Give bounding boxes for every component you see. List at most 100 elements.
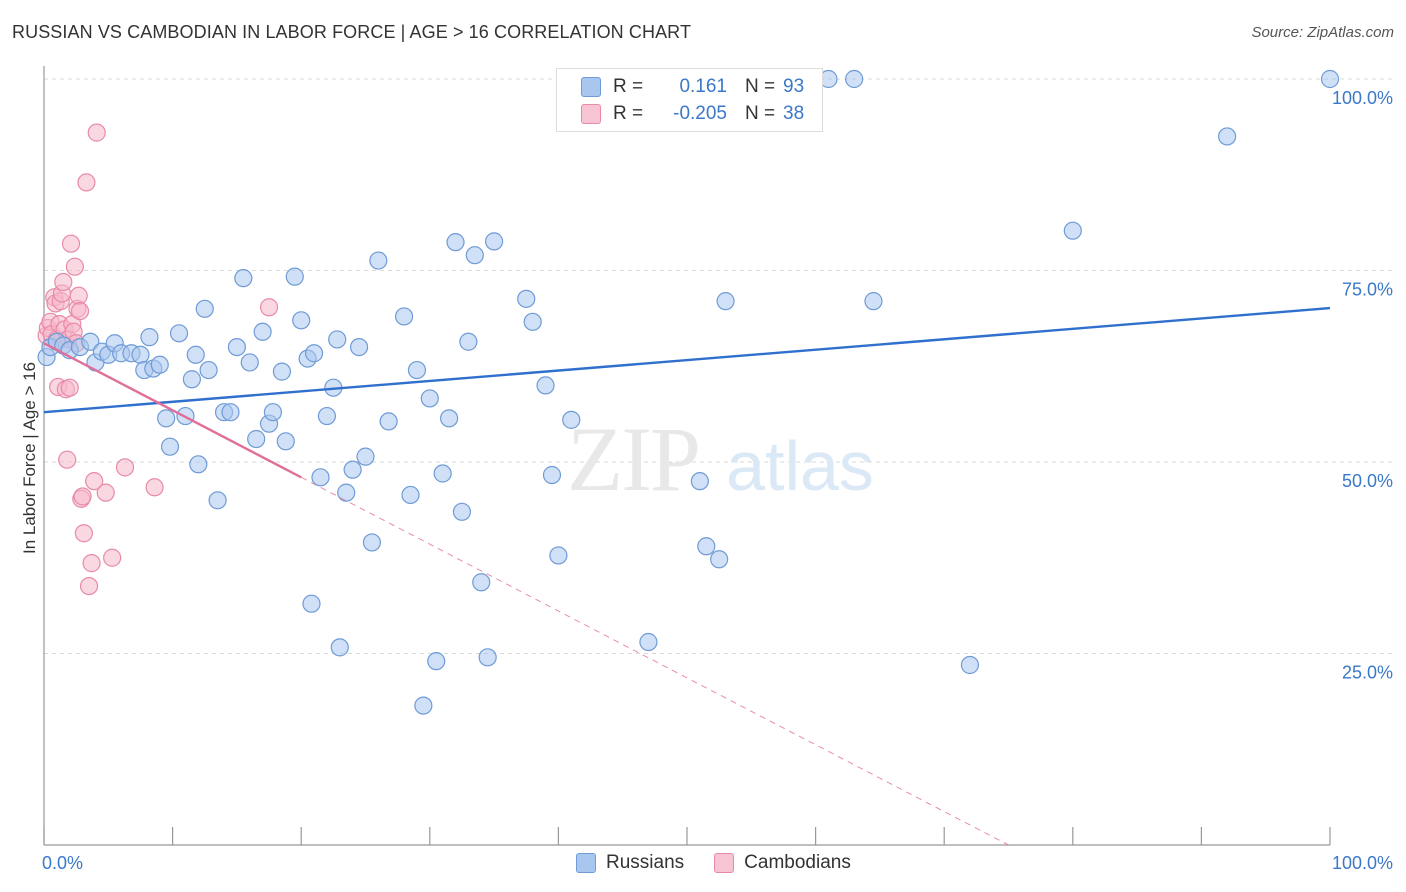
russian-point (189, 455, 208, 474)
cambodian-point (74, 524, 93, 543)
russian-point (446, 233, 465, 252)
russian-point (420, 389, 439, 408)
cambodian-point (60, 378, 79, 397)
y-tick-label: 25.0% (1342, 663, 1393, 683)
russian-point (485, 232, 504, 251)
cambodian-point (77, 173, 96, 192)
russian-point (208, 491, 227, 510)
russian-point (317, 406, 337, 426)
russian-point (697, 537, 716, 556)
source-credit: Source: ZipAtlas.com (1251, 24, 1394, 41)
russian-point (276, 432, 295, 451)
russian-point (292, 311, 311, 330)
russian-point (562, 410, 581, 429)
cambodian-point (58, 450, 77, 469)
russians-swatch (581, 77, 601, 97)
legend-label-russians: Russians (606, 852, 685, 873)
russian-point (427, 652, 446, 671)
russian-point (407, 360, 427, 380)
r-value: -0.205 (673, 103, 727, 124)
russian-point (81, 332, 100, 351)
cambodian-point (259, 298, 279, 317)
russian-point (199, 360, 218, 380)
y-tick-label: 100.0% (1332, 88, 1393, 108)
russian-point (343, 460, 362, 479)
cambodian-point (115, 458, 135, 477)
russian-point (140, 328, 159, 347)
russians-trendline (43, 306, 1331, 414)
watermark: ZIP atlas (567, 408, 874, 510)
russian-point (639, 632, 658, 652)
russian-point (369, 251, 388, 270)
russian-point (433, 464, 452, 483)
russian-point (195, 299, 214, 318)
cambodian-point (61, 234, 81, 253)
cambodian-point (73, 487, 92, 506)
russian-point (394, 307, 414, 326)
cambodian-point (87, 123, 106, 142)
series-legend: Russians Cambodians (576, 852, 881, 874)
russian-point (186, 345, 205, 364)
russian-point (182, 370, 201, 389)
axes (43, 66, 1331, 846)
russian-point (1063, 221, 1082, 240)
chart-title: RUSSIAN VS CAMBODIAN IN LABOR FORCE | AG… (12, 22, 692, 42)
cambodian-point (85, 472, 104, 491)
russian-point (227, 338, 246, 357)
russian-point (960, 655, 980, 675)
russian-point (478, 648, 497, 667)
r-label: R = (613, 103, 644, 124)
russian-point (349, 338, 369, 357)
russian-point (285, 267, 304, 286)
russian-point (263, 403, 283, 422)
russian-point (150, 355, 169, 374)
russian-point (234, 269, 253, 288)
cambodian-point (79, 576, 99, 596)
russian-point (362, 533, 382, 552)
russian-point (845, 69, 864, 89)
cambodian-point (103, 548, 122, 567)
russian-point (864, 292, 883, 311)
legend-row-cambodians: R = -0.205 N = 38 (581, 101, 804, 127)
russian-point (247, 429, 266, 449)
russian-point (710, 550, 729, 569)
cambodians-swatch (581, 104, 601, 124)
legend-row-russians: R = 0.161 N = 93 (581, 74, 804, 100)
russian-point (465, 246, 484, 265)
cambodians-swatch (714, 853, 735, 873)
russian-point (472, 573, 491, 592)
tick-labels: 25.0% 50.0% 75.0% 100.0% 0.0% 100.0% (42, 88, 1393, 873)
cambodian-point (82, 554, 101, 573)
legend-item-cambodians[interactable]: Cambodians (714, 852, 851, 874)
russian-point (1218, 127, 1237, 146)
russian-point (330, 638, 349, 657)
russian-point (157, 409, 176, 428)
r-value: 0.161 (679, 76, 727, 97)
russian-point (160, 437, 180, 456)
russian-point (549, 546, 568, 565)
cambodian-point (69, 286, 88, 305)
russian-point (356, 447, 375, 466)
cambodian-point (145, 478, 164, 497)
russian-point (439, 409, 459, 428)
n-label: N = (745, 103, 776, 124)
russian-point (401, 485, 420, 505)
russian-point (414, 696, 433, 715)
russian-point (131, 345, 150, 364)
russian-point (302, 594, 321, 613)
russian-point (304, 344, 324, 363)
russians-swatch (576, 853, 596, 873)
y-axis-label: In Labor Force | Age > 16 (20, 361, 39, 555)
y-tick-label: 75.0% (1342, 280, 1393, 300)
n-value: 93 (783, 76, 805, 97)
cambodians-trendline (300, 476, 1009, 846)
russian-point (253, 322, 272, 341)
russian-point (690, 472, 709, 491)
legend-item-russians[interactable]: Russians (576, 852, 684, 874)
russian-point (1320, 69, 1340, 89)
r-label: R = (613, 76, 644, 97)
cambodian-point (70, 301, 90, 321)
russian-point (459, 332, 478, 351)
russian-point (452, 502, 472, 521)
